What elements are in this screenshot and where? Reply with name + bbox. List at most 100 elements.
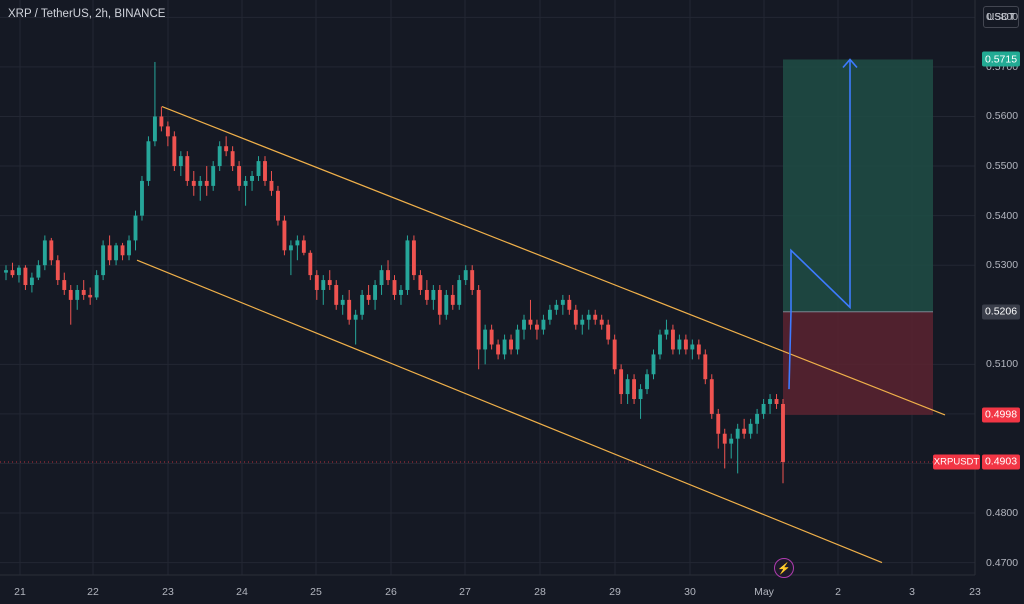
candle-body	[353, 314, 358, 320]
candle	[301, 235, 306, 256]
candle	[88, 287, 93, 305]
candle-body	[263, 161, 267, 181]
y-tick-label: 0.5400	[986, 209, 1019, 222]
candle-body	[515, 329, 520, 350]
candle-body	[774, 399, 779, 404]
candle-body	[243, 180, 248, 186]
candle	[288, 240, 293, 276]
candle	[761, 399, 766, 419]
channel-upper-line	[161, 106, 946, 416]
target-price-tag: 0.5715	[982, 51, 1020, 67]
candle	[729, 433, 734, 459]
candle	[411, 235, 416, 281]
candle	[677, 334, 682, 355]
currency-button[interactable]: USDT	[983, 6, 1019, 28]
candle	[276, 185, 280, 226]
candle-body	[10, 270, 15, 276]
candle-body	[781, 403, 785, 462]
entry-price-tag: 0.5206	[982, 304, 1020, 320]
candle	[748, 418, 753, 439]
candle	[489, 324, 494, 350]
candle-body	[133, 215, 138, 241]
candle-body	[288, 245, 293, 251]
candle-body	[567, 299, 572, 310]
candle	[243, 175, 248, 206]
y-tick-label: 0.4800	[986, 507, 1019, 520]
candle	[178, 151, 183, 176]
candles-layer	[4, 61, 785, 484]
y-tick-label: 0.5100	[986, 358, 1019, 371]
candle	[308, 250, 313, 281]
candle-body	[68, 289, 73, 300]
candle-body	[49, 240, 54, 261]
candle	[437, 285, 442, 325]
candle	[295, 235, 300, 261]
candle-body	[88, 294, 93, 298]
candle	[340, 294, 345, 315]
candle	[522, 314, 526, 340]
candle	[101, 240, 106, 281]
x-tick-label: 22	[87, 586, 99, 598]
candle-body	[645, 374, 649, 390]
x-tick-label: 29	[609, 586, 621, 598]
candle	[593, 309, 598, 325]
candle	[658, 329, 662, 360]
x-tick-label: 30	[684, 586, 696, 598]
last-price-tag: 0.4903	[982, 454, 1020, 470]
channel-lower-line	[136, 259, 883, 564]
candle	[709, 374, 714, 419]
candle-body	[256, 161, 261, 176]
chart-title: XRP / TetherUS, 2h, BINANCE	[8, 8, 166, 20]
candle-body	[399, 289, 403, 295]
x-tick-label: 3	[909, 586, 915, 598]
candle	[392, 275, 397, 300]
candle	[755, 408, 760, 434]
candle-body	[204, 180, 209, 186]
candle-body	[379, 270, 384, 286]
x-tick-label: 21	[14, 586, 26, 598]
x-tick-label: 2	[835, 586, 841, 598]
candle-body	[625, 379, 630, 395]
candle-body	[347, 299, 352, 320]
candle	[263, 156, 267, 186]
candle	[573, 304, 578, 330]
candle-body	[664, 329, 669, 335]
candle	[645, 369, 649, 395]
candle-body	[282, 220, 287, 251]
candle	[120, 242, 125, 261]
candle-body	[198, 180, 203, 186]
y-tick-label: 0.5500	[986, 160, 1019, 173]
symbol-tag: XRPUSDT	[933, 454, 980, 470]
candle-body	[658, 334, 662, 355]
candle	[282, 215, 287, 256]
candle	[198, 175, 203, 201]
candle	[185, 151, 190, 186]
candle-body	[729, 438, 734, 444]
candle-body	[502, 339, 507, 355]
candle-body	[703, 354, 708, 380]
y-tick-label: 0.5300	[986, 259, 1019, 272]
candle	[314, 270, 319, 300]
candle	[94, 270, 99, 300]
candle-body	[619, 369, 624, 395]
candle	[774, 394, 779, 409]
lightning-bolt-icon[interactable]: ⚡	[774, 558, 794, 578]
candle	[735, 423, 740, 474]
candle-body	[580, 319, 585, 325]
candle-body	[269, 180, 274, 191]
candle-body	[29, 277, 34, 286]
candle	[690, 339, 695, 360]
candle-body	[755, 413, 760, 424]
x-tick-label: 23	[162, 586, 174, 598]
candle-body	[541, 319, 546, 330]
candle	[470, 265, 475, 295]
candle-body	[146, 141, 151, 181]
candle-body	[340, 299, 345, 305]
candle-body	[599, 319, 604, 325]
candle-body	[509, 339, 513, 350]
candle	[237, 161, 242, 191]
target-zone	[783, 59, 933, 312]
candle-body	[463, 270, 468, 281]
